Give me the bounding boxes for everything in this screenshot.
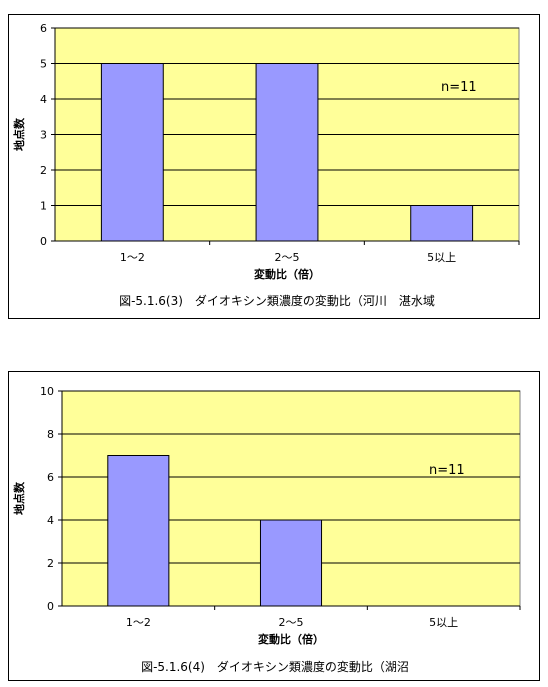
y-axis-title: 地点数 xyxy=(12,117,26,151)
figure-caption: 図-5.1.6(4) ダイオキシン類濃度の変動比（湖沼 xyxy=(141,659,409,674)
x-tick-label: 1〜2 xyxy=(126,616,151,629)
y-tick-label: 0 xyxy=(47,600,54,613)
sample-size-annotation: n=11 xyxy=(441,80,477,95)
y-tick-label: 0 xyxy=(40,235,47,248)
y-tick-label: 2 xyxy=(40,164,47,177)
y-tick-label: 3 xyxy=(40,129,47,142)
bar xyxy=(255,63,319,242)
x-axis-title: 変動比（倍） xyxy=(254,267,320,281)
y-tick-label: 2 xyxy=(47,557,54,570)
figure-caption: 図-5.1.6(3) ダイオキシン類濃度の変動比（河川 湛水域 xyxy=(119,293,435,308)
chart-panel-river: 0 1 2 3 4 5 6 1〜2 2〜5 5以上変動比（倍） 地点数 n=11 図-5.1.6(3) … xyxy=(8,14,540,319)
y-tick-label: 6 xyxy=(47,471,54,484)
chart-panel-lake: 0 2 4 6 8 10 1〜2 2〜5 5以上変動比（倍） 地点数 n=11 図-5.1.6(4) … xyxy=(8,371,540,681)
y-tick-label: 6 xyxy=(40,22,47,35)
y-tick-label: 4 xyxy=(40,93,47,106)
y-axis-title: 地点数 xyxy=(12,481,26,515)
bar xyxy=(259,519,323,607)
x-axis-title: 変動比（倍） xyxy=(258,632,324,646)
bar xyxy=(410,205,474,242)
x-tick-label: 5以上 xyxy=(429,616,458,629)
y-tick-label: 4 xyxy=(47,514,54,527)
y-tick-label: 5 xyxy=(40,58,47,71)
x-tick-label: 1〜2 xyxy=(120,251,145,264)
y-tick-label: 1 xyxy=(40,200,47,213)
bar xyxy=(100,63,164,242)
sample-size-annotation: n=11 xyxy=(429,463,465,478)
x-tick-label: 2〜5 xyxy=(279,616,304,629)
y-tick-label: 8 xyxy=(47,428,54,441)
bar xyxy=(107,455,170,607)
x-tick-label: 2〜5 xyxy=(275,251,300,264)
y-tick-label: 10 xyxy=(40,385,54,398)
x-tick-label: 5以上 xyxy=(427,251,456,264)
